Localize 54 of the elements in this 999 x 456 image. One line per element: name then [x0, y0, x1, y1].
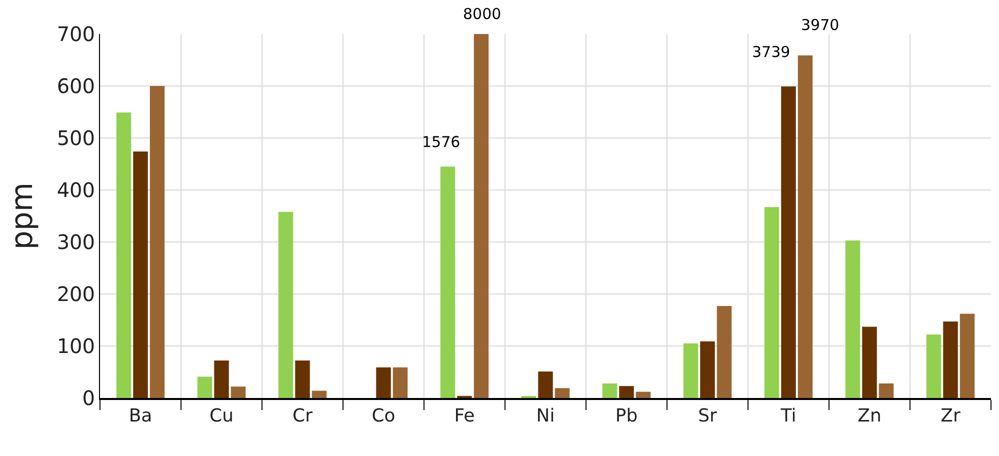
bar: [781, 86, 796, 398]
text: 8000: [463, 5, 502, 23]
x-tick-label: Fe: [454, 405, 475, 426]
bar: [700, 341, 715, 398]
x-tick-label: Ni: [536, 405, 555, 426]
annotation: 3739: [752, 43, 790, 61]
bar: [295, 360, 310, 398]
x-tick-label: Co: [372, 405, 396, 426]
bar: [862, 326, 877, 398]
bar: [960, 314, 975, 398]
annotation: 3970: [801, 16, 840, 34]
x-tick-label: Pb: [615, 405, 638, 426]
y-tick-label: 100: [56, 334, 95, 358]
x-tick-label: Sr: [698, 405, 718, 426]
y-tick-label: 200: [56, 282, 95, 306]
x-tick-label: Cu: [210, 405, 234, 426]
y-tick-label: 700: [56, 22, 95, 46]
annotation: 1576: [422, 133, 460, 151]
bar: [440, 166, 456, 398]
bar: [764, 207, 780, 398]
bar: [392, 367, 408, 398]
bar: [116, 112, 132, 398]
y-tick-label: 0: [82, 386, 95, 410]
bar: [538, 371, 553, 398]
bar: [278, 212, 294, 398]
bar: [716, 306, 732, 398]
x-tick-label: Ti: [780, 405, 796, 426]
bar: [554, 388, 570, 398]
bar: [926, 334, 942, 398]
bar: [683, 343, 698, 398]
x-tick-label: Ba: [128, 405, 152, 426]
x-tick-label: Zn: [858, 405, 882, 426]
bar: [636, 392, 651, 398]
bar: [197, 376, 212, 398]
bar: [376, 367, 391, 398]
y-tick-label: 300: [56, 230, 95, 254]
y-tick-label: 600: [56, 74, 95, 98]
bar: [943, 322, 958, 398]
bar: [312, 390, 327, 398]
bar: [878, 383, 894, 398]
y-tick-label: 500: [56, 126, 95, 150]
bar: [798, 55, 813, 398]
y-tick-label: 400: [56, 178, 95, 202]
x-tick-label: Cr: [292, 405, 314, 426]
y-axis-title: ppm: [4, 182, 40, 250]
bar: [845, 240, 860, 398]
bar: [602, 383, 618, 398]
bar: [619, 386, 634, 398]
bar: [150, 86, 165, 398]
x-tick-label: Zr: [940, 405, 961, 426]
bar: [230, 386, 246, 398]
bar: [474, 34, 489, 398]
bar: [214, 360, 229, 398]
bar: [133, 152, 148, 398]
